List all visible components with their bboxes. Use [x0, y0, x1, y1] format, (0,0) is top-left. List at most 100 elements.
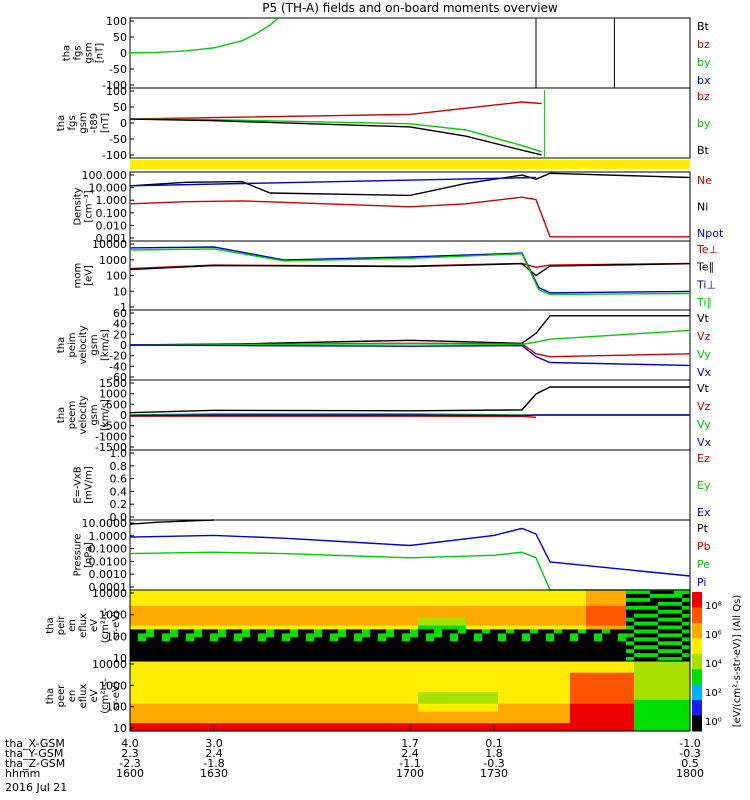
spectro-cell: [674, 649, 683, 654]
spectro-cell: [546, 719, 555, 724]
spectro-cell: [618, 657, 627, 662]
spectro-cell: [346, 629, 355, 634]
spectro-cell: [242, 625, 251, 631]
spectro-cell: [234, 719, 243, 724]
panel-frame: [129, 87, 691, 159]
spectro-cell: [266, 625, 275, 631]
spectro-cell: [546, 621, 555, 627]
spectro-cell: [602, 621, 611, 627]
spectro-cell: [370, 590, 379, 595]
spectro-cell: [242, 692, 251, 697]
series-by: [129, 118, 542, 153]
spectro-cell: [522, 617, 531, 623]
spectro-cell: [130, 609, 139, 615]
spectro-cell: [490, 664, 499, 670]
spectro-cell: [602, 593, 611, 599]
spectro-cell: [130, 680, 139, 685]
spectro-cell: [362, 664, 371, 670]
spectro-cell: [266, 661, 275, 666]
spectro-cell: [250, 715, 259, 720]
spectro-cell: [298, 609, 307, 615]
spectro-cell: [378, 711, 387, 717]
spectro-cell: [626, 715, 635, 720]
series-Te∥: [129, 262, 691, 277]
spectro-cell: [138, 605, 147, 611]
spectro-cell: [146, 727, 155, 732]
spectro-cell: [314, 597, 323, 603]
spectro-cell: [362, 676, 371, 682]
spectro-cell: [242, 613, 251, 619]
colorbar-cell: [692, 592, 702, 608]
spectro-cell: [602, 723, 611, 728]
spectro-cell: [490, 625, 499, 631]
spectro-cell: [474, 597, 483, 603]
spectro-cell: [434, 692, 443, 697]
spectro-cell: [650, 727, 659, 732]
spectro-cell: [674, 609, 683, 615]
spectro-cell: [602, 672, 611, 678]
spectro-cell: [162, 664, 171, 670]
series-Bt: [129, 118, 542, 156]
spectro-cell: [578, 719, 587, 724]
spectro-cell: [594, 601, 603, 607]
series-Npot: [129, 176, 537, 187]
spectro-cell: [306, 645, 315, 650]
spectro-cell: [322, 645, 331, 650]
spectro-cell: [194, 672, 203, 678]
spectro-cell: [178, 664, 187, 670]
spectro-cell: [146, 597, 155, 603]
spectro-cell: [362, 629, 371, 634]
spectro-cell: [538, 727, 547, 732]
spectro-cell: [474, 692, 483, 697]
spectro-cell: [634, 653, 643, 658]
spectro-cell: [226, 664, 235, 670]
spectro-cell: [474, 601, 483, 607]
spectro-cell: [394, 633, 403, 638]
spectro-cell: [210, 637, 219, 642]
spectro-cell: [242, 590, 251, 595]
spectro-cell: [362, 641, 371, 646]
spectro-cell: [658, 641, 667, 646]
spectro-cell: [450, 641, 459, 646]
spectro-cell: [442, 672, 451, 678]
spectro-cell: [274, 593, 283, 599]
spectro-cell: [242, 676, 251, 682]
spectro-cell: [370, 684, 379, 689]
spectro-cell: [210, 590, 219, 595]
spectro-cell: [594, 617, 603, 623]
spectro-cell: [554, 653, 563, 658]
spectro-cell: [186, 593, 195, 599]
spectro-cell: [346, 601, 355, 607]
spectro-cell: [306, 692, 315, 697]
spectro-cell: [658, 684, 667, 689]
spectro-cell: [458, 692, 467, 697]
spectro-cell: [442, 676, 451, 682]
spectro-cell: [186, 645, 195, 650]
spectro-cell: [490, 672, 499, 678]
spectro-cell: [234, 629, 243, 634]
spectro-cell: [506, 696, 515, 701]
spectro-cell: [354, 711, 363, 717]
spectro-cell: [498, 597, 507, 603]
spectro-cell: [610, 703, 619, 709]
spectro-cell: [514, 613, 523, 619]
spectro-cell: [450, 723, 459, 728]
spectro-cell: [546, 641, 555, 646]
spectro-cell: [410, 668, 419, 674]
spectro-cell: [138, 645, 147, 650]
spectro-cell: [194, 664, 203, 670]
spectro-cell: [394, 613, 403, 619]
spectro-cell: [530, 609, 539, 615]
spectro-cell: [522, 597, 531, 603]
spectro-cell: [362, 605, 371, 611]
spectro-cell: [354, 727, 363, 732]
spectro-cell: [522, 676, 531, 682]
spectro-cell: [370, 727, 379, 732]
spectro-cell: [282, 672, 291, 678]
spectro-cell: [626, 649, 635, 654]
spectro-cell: [666, 653, 675, 658]
spectro-cell: [634, 723, 643, 728]
spectro-cell: [178, 649, 187, 654]
spectro-cell: [418, 597, 427, 603]
spectro-cell: [234, 661, 243, 666]
